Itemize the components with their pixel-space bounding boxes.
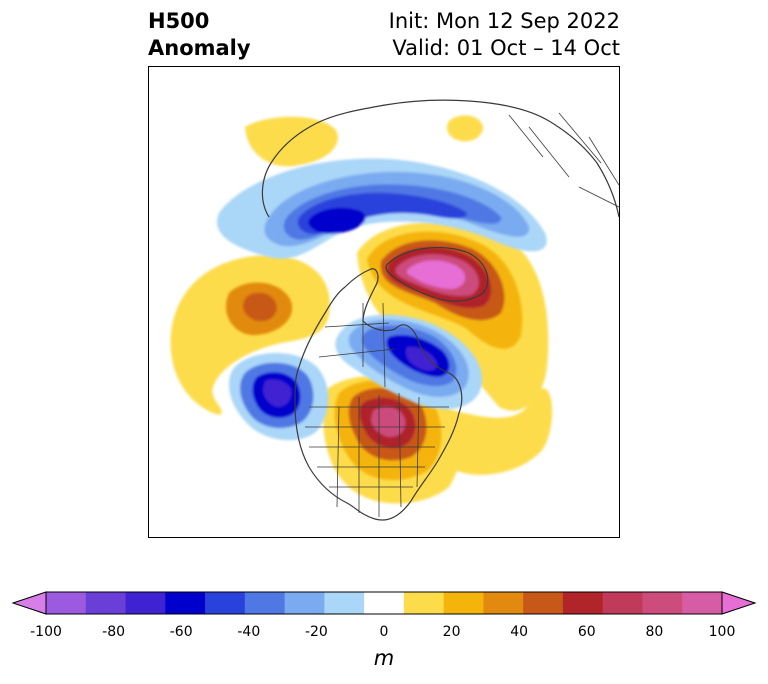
colorbar-segment bbox=[46, 592, 87, 614]
ridge-siberia-east bbox=[447, 115, 483, 142]
colorbar-tick-label: 100 bbox=[708, 624, 736, 640]
colorbar-segment bbox=[443, 592, 484, 614]
ridge-north-pacific bbox=[170, 255, 330, 415]
pacific-ridge-peak bbox=[243, 292, 277, 322]
colorbar-tick-label: -60 bbox=[169, 624, 193, 640]
anomaly-map bbox=[170, 99, 619, 521]
colorbar-segment bbox=[483, 592, 524, 614]
colorbar-segment bbox=[602, 592, 643, 614]
colorbar-min-extend-arrow bbox=[11, 591, 47, 615]
colorbar-tick-label: -20 bbox=[304, 624, 328, 640]
colorbar-tick-label: 20 bbox=[442, 624, 461, 640]
north-america-outline bbox=[294, 268, 463, 521]
lakes-ridge-peak bbox=[371, 406, 406, 437]
colorbar-tick-label: -80 bbox=[102, 624, 126, 640]
colorbar-segment bbox=[284, 592, 325, 614]
colorbar-segment bbox=[682, 592, 723, 614]
colorbar-segment bbox=[642, 592, 683, 614]
us-state-grid bbox=[305, 392, 449, 517]
ridge-siberia bbox=[245, 116, 338, 167]
canada-provinces bbox=[318, 302, 396, 388]
greenland-outline bbox=[385, 246, 489, 302]
ridge-atlantic bbox=[441, 388, 553, 475]
colorbar-segment bbox=[562, 592, 604, 614]
map-title: H500 Anomaly bbox=[148, 9, 251, 60]
europe-borders bbox=[508, 112, 619, 208]
negative-anomaly-fields bbox=[217, 158, 547, 441]
coastlines-and-borders bbox=[261, 99, 619, 521]
colorbar-segment bbox=[85, 592, 127, 614]
trough-siberian-arctic-peak bbox=[308, 207, 366, 234]
positive-anomaly-cores bbox=[225, 231, 523, 481]
trough-arctic-canada-peak bbox=[405, 346, 438, 371]
colorbar-tick-label: 0 bbox=[379, 624, 389, 640]
colorbar bbox=[11, 591, 757, 615]
colorbar-segment bbox=[324, 592, 365, 614]
map-panel bbox=[148, 66, 620, 538]
colorbar-segment bbox=[125, 592, 166, 614]
map-date-info: Init: Mon 12 Sep 2022 Valid: 01 Oct – 14… bbox=[388, 9, 620, 60]
colorbar-segment bbox=[205, 592, 246, 614]
colorbar-segment bbox=[403, 592, 445, 614]
colorbar-tick-label: 40 bbox=[510, 624, 529, 640]
colorbar-segment bbox=[244, 592, 286, 614]
colorbar-segment bbox=[364, 592, 405, 614]
eurasia-outline bbox=[261, 99, 619, 218]
trough-gulf-of-alaska-peak bbox=[263, 379, 292, 407]
colorbar-unit-label: m bbox=[373, 646, 395, 670]
colorbar-tick-label: 60 bbox=[577, 624, 596, 640]
colorbar-segments bbox=[46, 592, 723, 614]
colorbar-tick-label: -40 bbox=[237, 624, 261, 640]
colorbar-frame bbox=[45, 591, 723, 615]
greenland-ridge-peak bbox=[406, 260, 466, 289]
colorbar-max-extend-arrow bbox=[721, 591, 757, 615]
colorbar-segment bbox=[165, 592, 206, 614]
colorbar-tick-label: 80 bbox=[645, 624, 664, 640]
colorbar-segment bbox=[523, 592, 564, 614]
colorbar-tick-label: -100 bbox=[30, 624, 62, 640]
